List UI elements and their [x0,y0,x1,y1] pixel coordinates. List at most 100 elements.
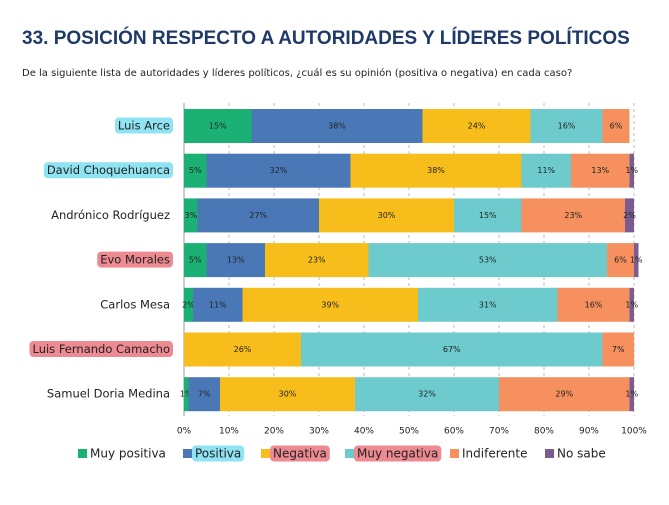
legend-swatch [261,449,270,458]
value-label: 2% [182,300,195,309]
label-highlight [29,341,173,357]
bar-segment [265,243,369,278]
bar-segment [602,109,630,143]
value-label: 11% [209,300,227,309]
bar-segment [607,243,634,278]
value-label: 5% [189,256,202,265]
category-label: David Choquehuanca [47,163,170,177]
category-label: Andrónico Rodríguez [51,208,170,222]
label-highlight [270,445,330,462]
x-tick-label: 0% [177,427,192,437]
value-label: 32% [418,390,436,399]
x-tick-label: 10% [219,427,239,437]
value-label: 38% [427,166,445,175]
bar-segment [197,198,319,233]
bar-segment [184,377,189,412]
x-tick-label: 30% [309,427,329,437]
value-label: 29% [555,390,573,399]
bar-segment [251,109,423,143]
bar-segment [629,287,634,322]
value-label: 3% [184,211,197,220]
x-tick-label: 100% [621,427,647,437]
legend-label: Negativa [273,447,327,461]
value-label: 7% [612,345,625,354]
legend-swatch [545,449,554,458]
label-highlight [97,251,174,268]
bar-segment [184,109,252,143]
bar-segment [301,332,603,367]
value-label: 38% [328,122,346,131]
bar-segment [319,198,454,233]
legend-swatch [78,449,87,458]
category-label: Luis Arce [118,119,170,133]
x-tick-label: 20% [264,427,284,437]
bar-segment [242,287,418,322]
chart-title: 33. POSICIÓN RESPECTO A AUTORIDADES Y LÍ… [22,27,630,49]
x-tick-label: 50% [399,427,419,437]
legend-swatch [450,449,459,458]
category-label: Carlos Mesa [100,297,170,311]
bar-segment [368,243,607,278]
bar-segment [422,109,531,143]
value-label: 5% [189,166,202,175]
value-label: 23% [308,256,326,265]
value-label: 15% [209,122,227,131]
value-label: 39% [321,300,339,309]
value-label: 16% [558,122,576,131]
bar-segment [557,287,630,322]
value-label: 6% [610,122,623,131]
x-tick-label: 70% [489,427,509,437]
bar-segment [418,287,558,322]
legend-label: No sabe [557,447,606,461]
value-label: 30% [279,390,297,399]
value-label: 32% [270,166,288,175]
bar-segment [634,243,639,278]
value-label: 15% [479,211,497,220]
label-highlight [43,162,173,179]
bar-segment [184,153,207,188]
bar-segment [530,109,603,143]
value-label: 67% [443,345,461,354]
value-label: 23% [564,211,582,220]
bar-segment [602,332,634,367]
bar-segment [184,332,301,367]
legend-label: Muy negativa [357,447,438,461]
bar-segment [350,153,522,188]
x-tick-label: 90% [579,427,599,437]
bar-segment [571,153,630,188]
label-highlight [114,117,173,134]
bar-segment [499,377,630,412]
value-label: 7% [198,390,211,399]
value-label: 53% [479,256,497,265]
category-label: Samuel Doria Medina [47,387,170,401]
label-highlight [192,445,245,462]
value-label: 1% [630,256,643,265]
x-tick-label: 80% [534,427,554,437]
bar-segment [629,377,634,412]
bar-segment [355,377,499,412]
bar-segment [454,198,522,233]
x-tick-label: 60% [444,427,464,437]
value-label: 1% [625,390,638,399]
bar-segment [206,243,265,278]
legend-label: Positiva [195,447,241,461]
legend-swatch [183,449,192,458]
legend-label: Muy positiva [90,447,166,461]
x-tick-label: 40% [354,427,374,437]
value-label: 1% [180,390,193,399]
value-label: 16% [585,300,603,309]
legend-label: Indiferente [462,447,527,461]
value-label: 2% [623,211,636,220]
bar-segment [206,153,351,188]
bar-segment [521,153,571,188]
bar-segment [220,377,355,412]
value-label: 11% [537,166,555,175]
value-label: 31% [479,300,497,309]
value-label: 30% [378,211,396,220]
legend-swatch [345,449,354,458]
bar-segment [184,243,207,278]
category-label: Evo Morales [100,253,170,267]
category-label: Luis Fernando Camacho [32,342,170,356]
value-label: 6% [614,256,627,265]
